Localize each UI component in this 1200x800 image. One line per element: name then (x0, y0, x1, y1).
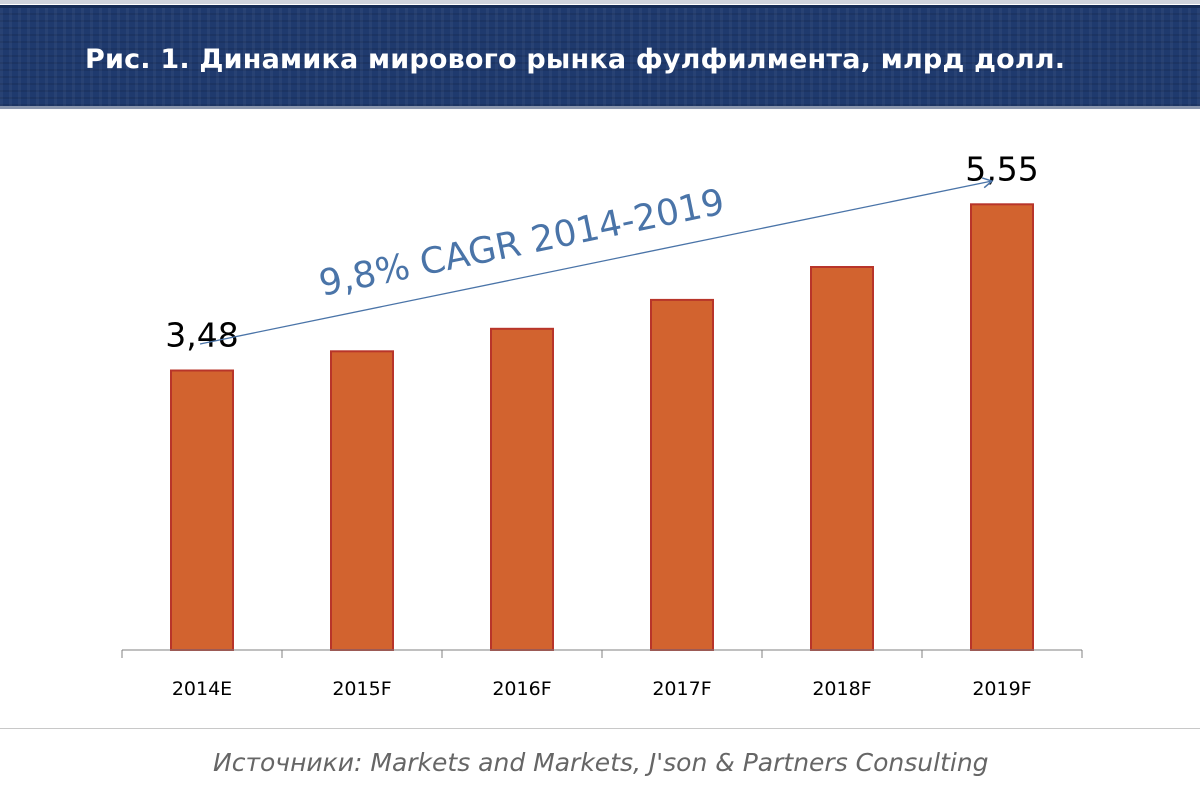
cagr-annotation: 9,8% CAGR 2014-2019 (316, 182, 728, 305)
bar-2014E (170, 369, 234, 651)
data-label: 5,55 (965, 149, 1038, 188)
bar-2017F (650, 298, 714, 651)
page-title: Рис. 1. Динамика мирового рынка фулфилме… (85, 44, 1066, 75)
data-label: 3,48 (165, 316, 238, 355)
bar-2018F (810, 266, 874, 651)
bar-chart: 2014E 3,48 2015F 2016F 2017F 2018F 2019F 5,55 9… (121, 149, 1083, 700)
banner-texture (0, 8, 1200, 106)
x-tick-label: 2016F (492, 678, 551, 700)
x-tick-label: 2015F (332, 678, 391, 700)
bar-2019F (970, 203, 1034, 652)
bar-2016F (490, 327, 554, 652)
top-border (0, 0, 1200, 4)
title-banner: Рис. 1. Динамика мирового рынка фулфилме… (0, 5, 1200, 109)
source-note: Источники: Markets and Markets, J'son & … (213, 748, 989, 777)
footer-divider (0, 728, 1200, 729)
x-tick-label: 2018F (812, 678, 871, 700)
cagr-arrow (199, 177, 994, 345)
x-tick-label: 2019F (972, 678, 1031, 700)
x-tick-label: 2014E (172, 678, 232, 700)
x-tick-label: 2017F (652, 678, 711, 700)
bar-2015F (330, 350, 394, 652)
